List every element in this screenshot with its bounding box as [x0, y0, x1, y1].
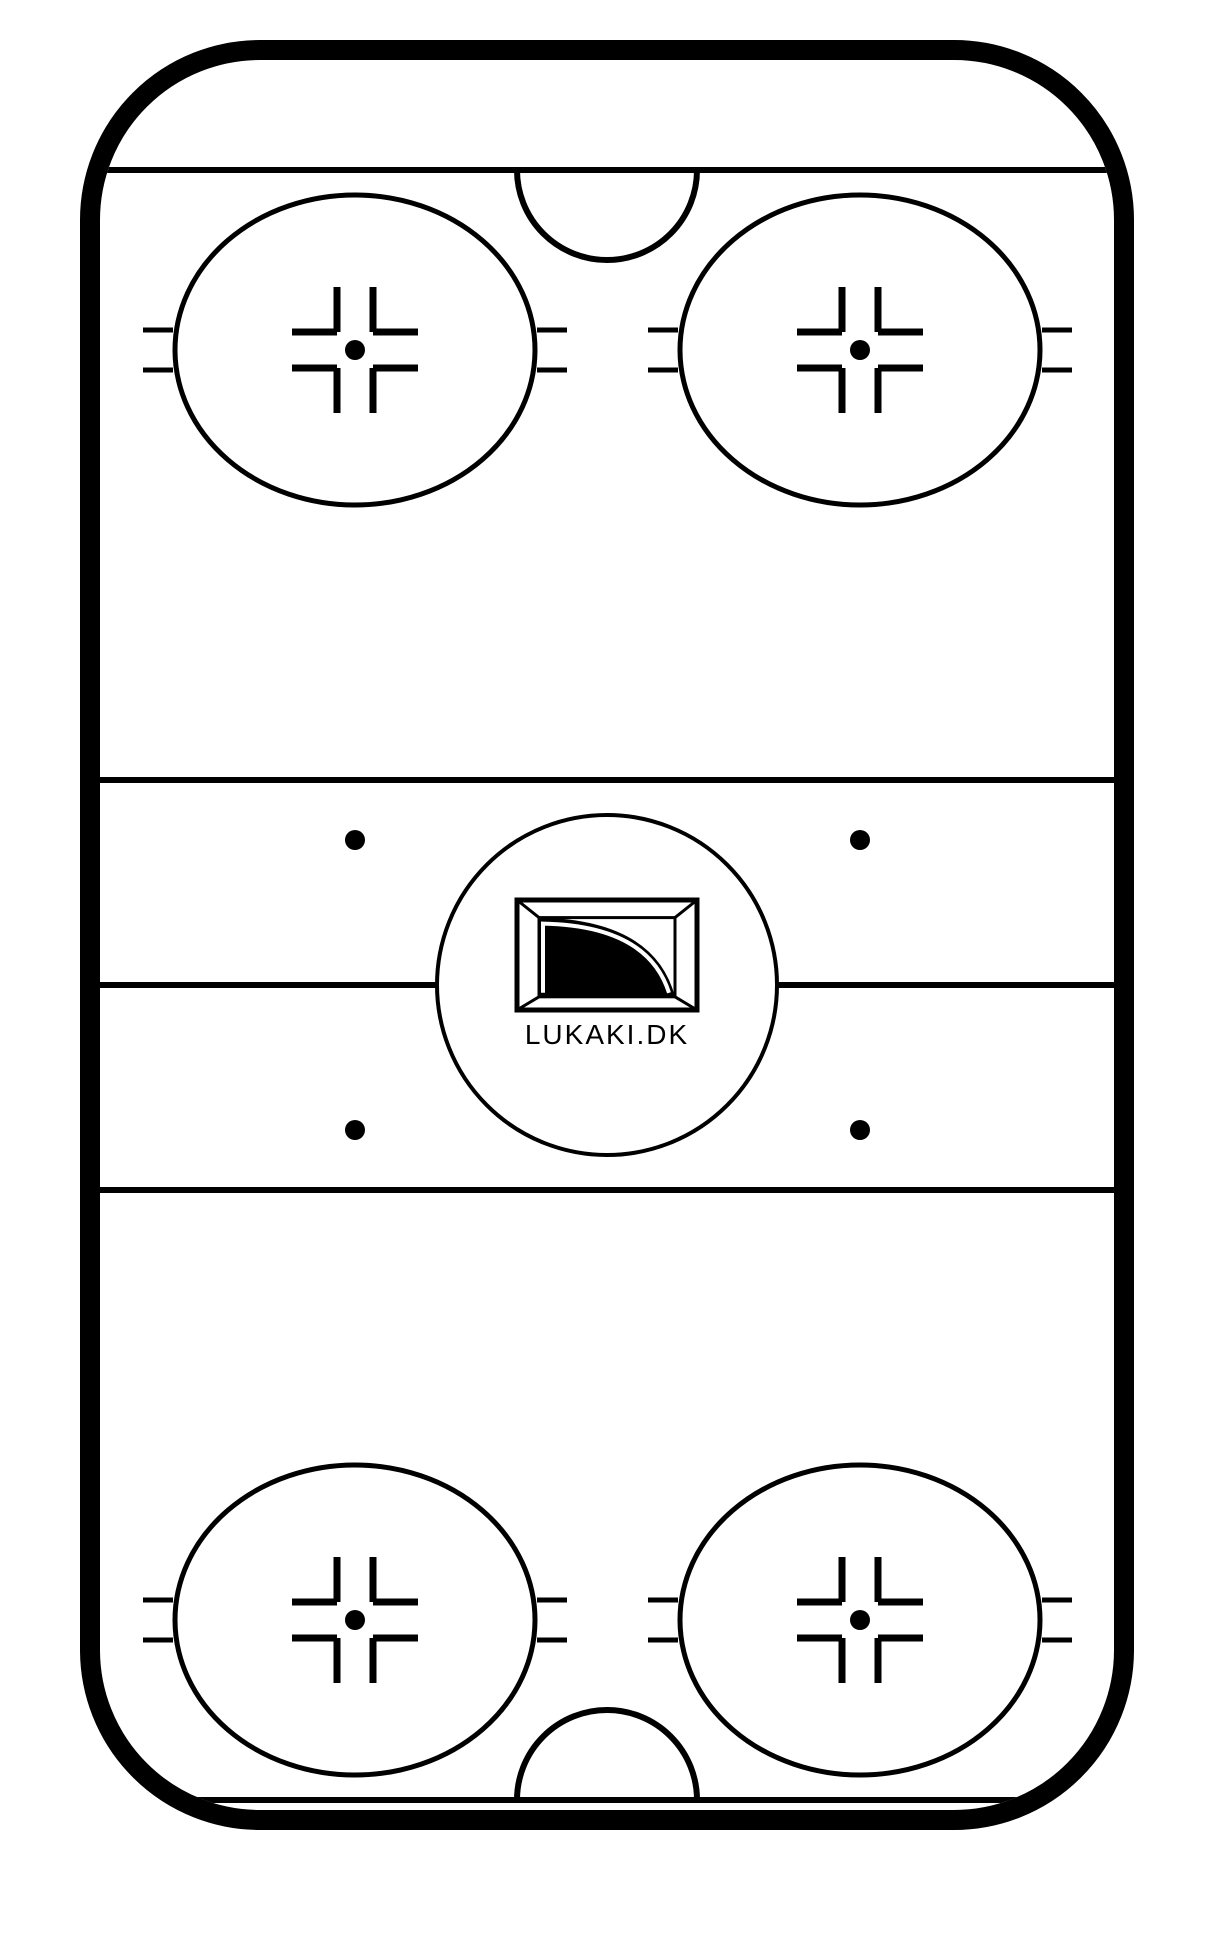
faceoff-circle-2	[143, 1465, 567, 1775]
faceoff-dot	[345, 1610, 365, 1630]
neutral-zone-dot-0	[345, 830, 365, 850]
rink-interior: LUKAKI.DK	[90, 170, 1124, 1800]
faceoff-circle-3	[648, 1465, 1072, 1775]
neutral-zone-dot-1	[850, 830, 870, 850]
goal-crease-top	[517, 170, 697, 260]
logo-text: LUKAKI.DK	[525, 1019, 689, 1050]
faceoff-circle-1	[648, 195, 1072, 505]
rink-svg: LUKAKI.DK	[0, 0, 1214, 1945]
hockey-rink-diagram: LUKAKI.DK	[0, 0, 1214, 1945]
faceoff-circle-0	[143, 195, 567, 505]
faceoff-dot	[850, 340, 870, 360]
goal-crease-bottom	[517, 1710, 697, 1800]
faceoff-dot	[345, 340, 365, 360]
neutral-zone-dot-3	[850, 1120, 870, 1140]
neutral-zone-dot-2	[345, 1120, 365, 1140]
faceoff-dot	[850, 1610, 870, 1630]
